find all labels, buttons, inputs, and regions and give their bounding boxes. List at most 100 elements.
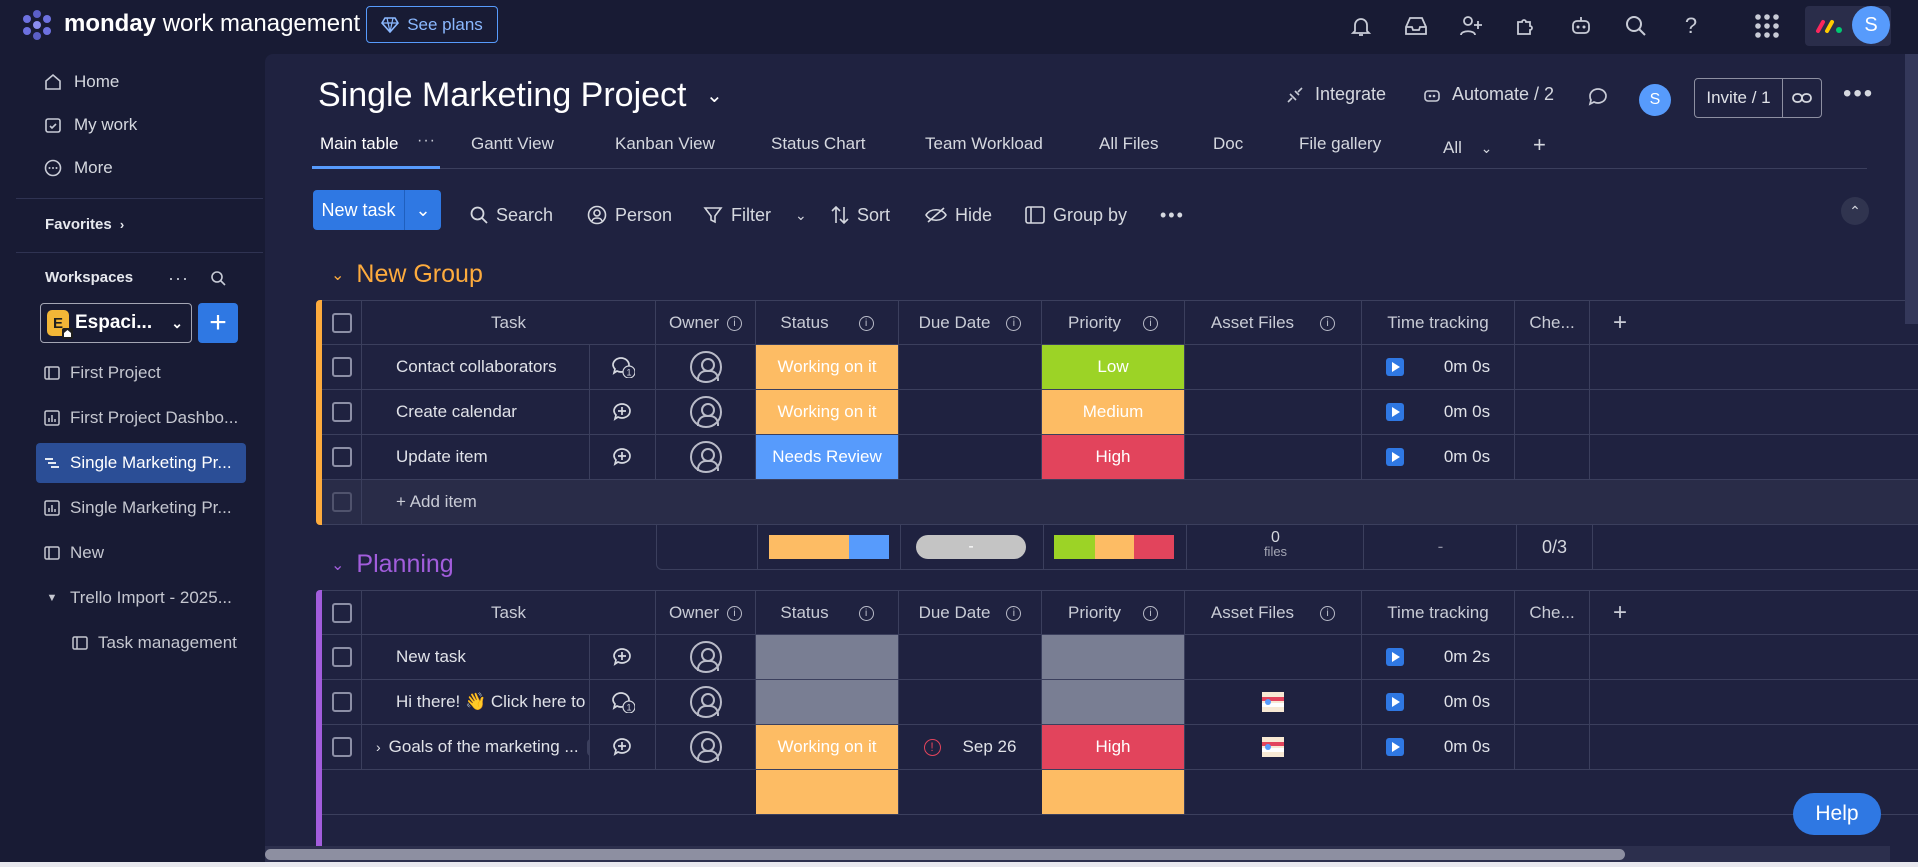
status-cell[interactable] [756, 680, 899, 724]
table-row[interactable]: Update item Needs Review High 0m 0s [322, 435, 1918, 480]
row-checkbox[interactable] [331, 737, 352, 757]
subitems-count-badge[interactable]: 1 [586, 738, 589, 756]
play-timer-icon[interactable] [1385, 648, 1404, 666]
due-date-cell[interactable] [899, 435, 1042, 479]
status-cell[interactable]: Needs Review [756, 435, 899, 479]
horizontal-scrollbar-thumb[interactable] [265, 849, 1625, 860]
task-name[interactable]: Create calendar [362, 390, 590, 434]
hide-button[interactable]: Hide [925, 197, 992, 233]
priority-cell[interactable]: Low [1042, 345, 1185, 389]
table-row[interactable]: Create calendar Working on it Medium 0m … [322, 390, 1918, 435]
column-header-task[interactable]: Task [362, 591, 656, 635]
priority-cell[interactable] [1042, 680, 1185, 724]
task-name[interactable]: Contact collaborators [362, 345, 590, 389]
checkbox-cell[interactable] [1515, 435, 1590, 479]
checkbox-cell[interactable] [1515, 725, 1590, 769]
time-tracking-cell[interactable]: 0m 0s [1362, 680, 1515, 724]
table-row[interactable]: New task 0m 2s [322, 635, 1918, 680]
sidebar-item-home[interactable]: Home [44, 62, 119, 102]
column-header-due-date[interactable]: Due Date i [899, 301, 1042, 345]
help-question-icon[interactable]: ? [1684, 13, 1698, 38]
due-date-cell[interactable] [899, 635, 1042, 679]
column-header-asset-files[interactable]: Asset Files i [1185, 591, 1362, 635]
due-date-cell[interactable] [899, 390, 1042, 434]
time-tracking-cell[interactable]: 0m 0s [1362, 390, 1515, 434]
priority-cell[interactable]: Medium [1042, 390, 1185, 434]
tab-team-workload[interactable]: Team Workload [925, 134, 1043, 153]
row-checkbox[interactable] [331, 447, 352, 467]
column-header-task[interactable]: Task [362, 301, 656, 345]
due-date-cell[interactable]: ! Sep 26 [899, 725, 1042, 769]
board-title[interactable]: Single Marketing Project ⌄ [318, 76, 723, 114]
search-icon[interactable] [1620, 10, 1652, 42]
add-column-button[interactable]: + [1612, 309, 1627, 336]
column-header-owner[interactable]: Owner i [656, 301, 756, 345]
add-update-icon[interactable] [590, 435, 656, 479]
group-title-new-group[interactable]: ⌄ New Group [331, 260, 483, 288]
due-date-summary[interactable]: - [916, 535, 1026, 559]
search-button[interactable]: Search [470, 197, 553, 233]
group-title-planning[interactable]: ⌄ Planning [331, 550, 454, 578]
updates-chat-icon[interactable] [1587, 86, 1611, 108]
owner-avatar-placeholder[interactable] [689, 351, 722, 383]
info-icon[interactable]: i [1142, 315, 1158, 331]
help-button[interactable]: Help [1793, 793, 1881, 835]
owner-avatar-placeholder[interactable] [689, 731, 722, 763]
status-cell[interactable]: Working on it [756, 345, 899, 389]
see-plans-button[interactable]: See plans [366, 6, 498, 43]
play-timer-icon[interactable] [1385, 358, 1404, 376]
info-icon[interactable]: i [1320, 605, 1336, 621]
info-icon[interactable]: i [1142, 605, 1158, 621]
tab-doc[interactable]: Doc [1213, 134, 1244, 153]
owner-avatar-placeholder[interactable] [689, 441, 722, 473]
monday-logo-icon[interactable] [20, 8, 54, 42]
updates-badge-icon[interactable]: 1 [590, 680, 656, 724]
sidebar-board-first-project[interactable]: First Project [36, 353, 246, 393]
task-name[interactable]: Update item [362, 435, 590, 479]
expand-subitems-icon[interactable]: › [376, 739, 381, 755]
table-row[interactable]: Hi there! 👋 Click here to r... 1 0m 0s [322, 680, 1918, 725]
sidebar-board-single-marketing-project[interactable]: Single Marketing Pr... [36, 443, 246, 483]
column-header-time-tracking[interactable]: Time tracking [1362, 591, 1515, 635]
person-filter-button[interactable]: Person [587, 197, 672, 233]
time-tracking-cell[interactable]: 0m 0s [1362, 345, 1515, 389]
table-row[interactable]: Contact collaborators 1 Working on it Lo… [322, 345, 1918, 390]
status-cell[interactable]: Working on it [756, 390, 899, 434]
sidebar-board-new[interactable]: New [36, 533, 246, 573]
time-tracking-cell[interactable]: 0m 2s [1362, 635, 1515, 679]
status-cell[interactable] [756, 635, 899, 679]
owner-avatar-placeholder[interactable] [689, 396, 722, 428]
ai-robot-icon[interactable] [1565, 10, 1597, 42]
column-header-priority[interactable]: Priority i [1042, 591, 1185, 635]
due-date-cell[interactable] [899, 680, 1042, 724]
sidebar-board-single-marketing-dashboard[interactable]: Single Marketing Pr... [36, 488, 246, 528]
info-icon[interactable]: i [858, 315, 874, 331]
copy-link-button[interactable] [1783, 79, 1821, 117]
select-all-checkbox[interactable] [331, 313, 352, 333]
info-icon[interactable]: i [727, 605, 743, 621]
add-update-icon[interactable] [590, 390, 656, 434]
updates-badge-icon[interactable]: 1 [590, 345, 656, 389]
info-icon[interactable]: i [858, 605, 874, 621]
board-member-avatar[interactable]: S [1639, 84, 1671, 116]
column-header-checkbox[interactable]: Che... [1515, 591, 1590, 635]
due-date-cell[interactable] [899, 345, 1042, 389]
task-name[interactable]: › Goals of the marketing ... 1 [362, 725, 590, 769]
owner-avatar-placeholder[interactable] [689, 641, 722, 673]
filter-button[interactable]: Filter ⌄ [703, 197, 807, 233]
column-header-due-date[interactable]: Due Date i [899, 591, 1042, 635]
new-task-button[interactable]: New task ⌄ [313, 190, 441, 230]
asset-files-cell[interactable] [1185, 680, 1362, 724]
add-update-icon[interactable] [590, 725, 656, 769]
table-row[interactable]: › Goals of the marketing ... 1 Working o… [322, 725, 1918, 770]
workspace-search-icon[interactable] [210, 270, 226, 286]
tab-status-chart[interactable]: Status Chart [771, 134, 866, 153]
tab-options-icon[interactable]: ··· [417, 132, 436, 149]
bell-icon[interactable] [1345, 10, 1377, 42]
task-name[interactable]: Hi there! 👋 Click here to r... [362, 680, 590, 724]
more-toolbar-options-icon[interactable]: ••• [1160, 204, 1185, 225]
workspace-options-icon[interactable]: ··· [168, 268, 189, 288]
asset-files-cell[interactable] [1185, 635, 1362, 679]
new-task-dropdown-icon[interactable]: ⌄ [404, 190, 441, 230]
column-header-asset-files[interactable]: Asset Files i [1185, 301, 1362, 345]
